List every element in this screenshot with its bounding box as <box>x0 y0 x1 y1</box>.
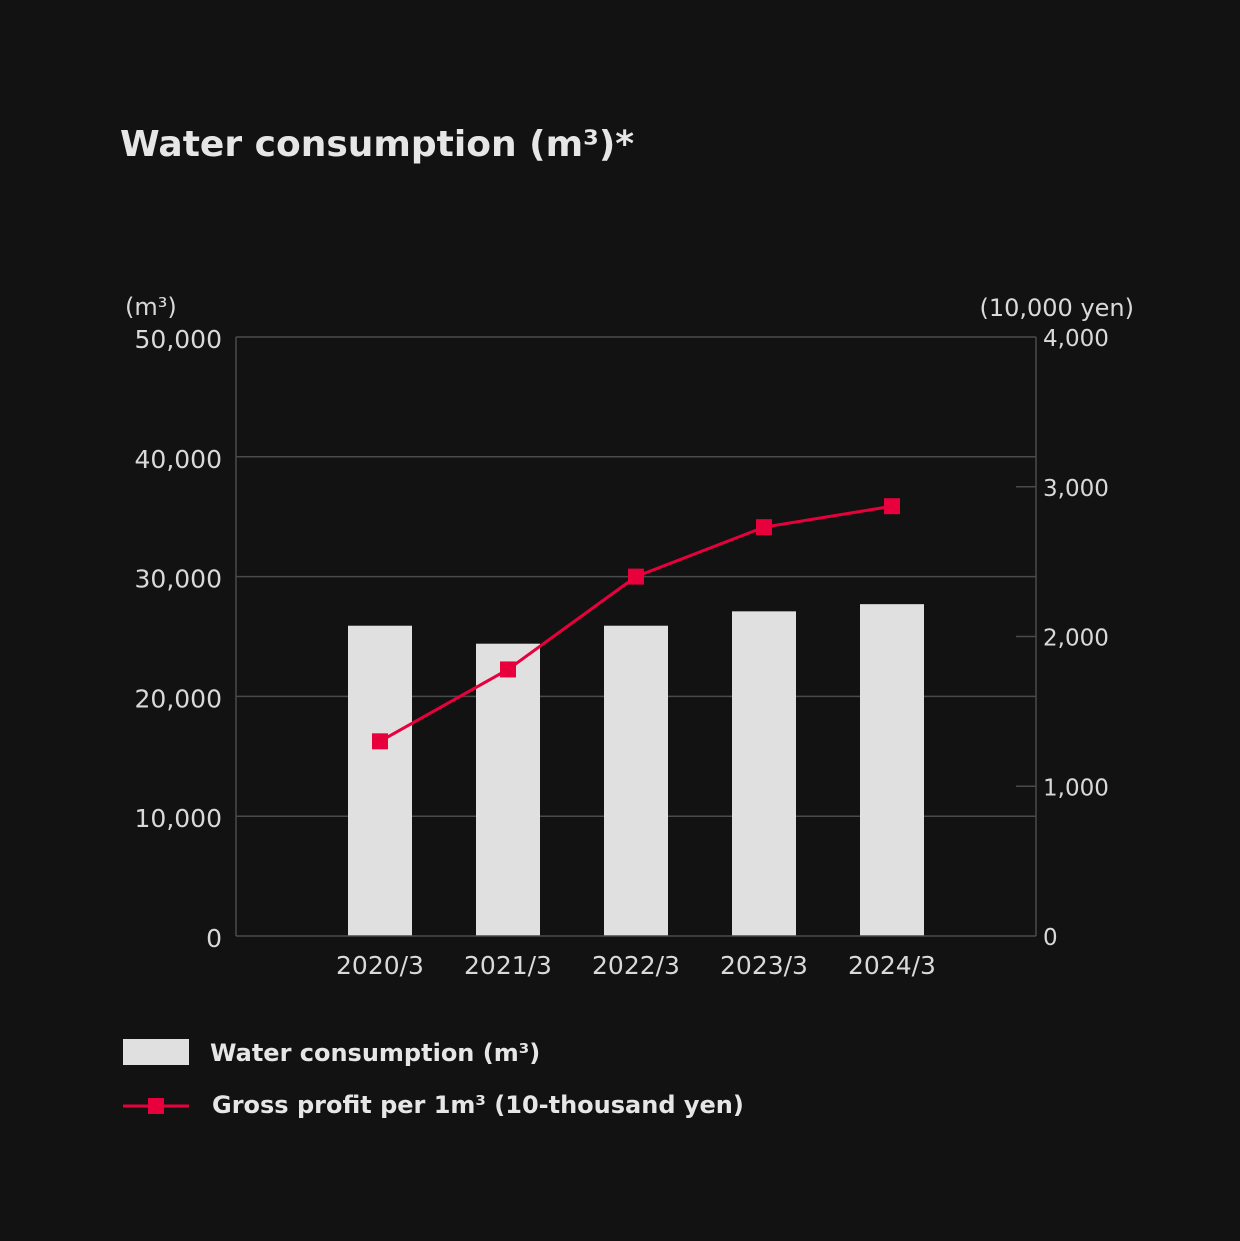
left-tick-label: 50,000 <box>135 325 222 354</box>
line-point-2023-3 <box>756 519 772 536</box>
bar-layer <box>348 604 924 936</box>
bar-2024-3 <box>860 604 924 936</box>
bar-2021-3 <box>476 643 540 936</box>
legend-line-marker <box>148 1098 164 1114</box>
right-tick-label: 2,000 <box>1043 626 1109 652</box>
line-point-2021-3 <box>500 661 516 678</box>
legend: Water consumption (m³) Gross profit per … <box>123 1039 744 1119</box>
legend-label-gross-profit: Gross profit per 1m³ (10-thousand yen) <box>212 1091 744 1119</box>
chart-title: Water consumption (m³)* <box>120 124 634 165</box>
bar-2023-3 <box>732 611 796 936</box>
line-point-2020-3 <box>372 733 388 750</box>
x-tick-label: 2023/3 <box>720 951 808 980</box>
legend-label-water: Water consumption (m³) <box>210 1039 540 1067</box>
right-tick-label: 0 <box>1043 925 1058 951</box>
right-tick-label: 3,000 <box>1043 476 1109 502</box>
x-tick-label: 2022/3 <box>592 951 680 980</box>
line-point-2024-3 <box>884 498 900 515</box>
x-tick-label: 2020/3 <box>336 951 424 980</box>
left-axis-unit: (m³) <box>125 293 177 321</box>
right-tick-label: 4,000 <box>1043 326 1109 352</box>
x-tick-label: 2024/3 <box>848 951 936 980</box>
bar-2022-3 <box>604 625 668 936</box>
x-tick-label: 2021/3 <box>464 951 552 980</box>
left-tick-label: 40,000 <box>135 445 222 474</box>
line-point-2022-3 <box>628 568 644 585</box>
left-tick-label: 10,000 <box>135 804 222 833</box>
line-layer <box>372 498 900 750</box>
right-axis-unit: (10,000 yen) <box>979 294 1134 322</box>
right-tick-label: 1,000 <box>1043 775 1109 801</box>
left-tick-label: 30,000 <box>135 565 222 594</box>
left-tick-label: 20,000 <box>135 684 222 713</box>
left-tick-label: 0 <box>206 924 222 953</box>
axis-layer: 0 10,000 20,000 30,000 40,000 50,000 0 1,000 2,0… <box>135 325 1109 980</box>
legend-bar-swatch <box>123 1039 189 1065</box>
bar-2020-3 <box>348 625 412 936</box>
